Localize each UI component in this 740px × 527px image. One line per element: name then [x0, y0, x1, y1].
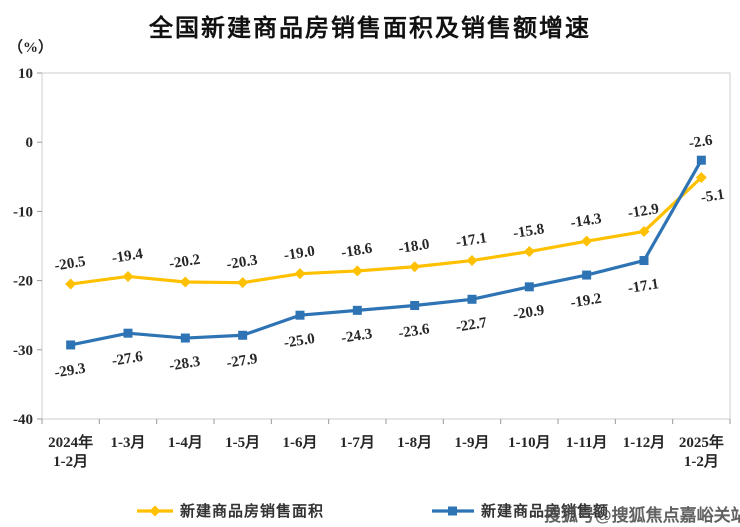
data-label: -17.1 [455, 230, 488, 251]
data-label: -19.2 [569, 291, 602, 312]
data-point-marker [351, 265, 363, 277]
y-tick-label: 10 [18, 66, 33, 82]
data-point-marker [409, 261, 421, 273]
data-label: -19.0 [283, 243, 316, 264]
watermark: 搜狐号@搜狐焦点嘉峪关站 [544, 506, 740, 525]
data-point-marker [66, 340, 76, 350]
data-label: -14.3 [569, 211, 602, 232]
x-axis [41, 419, 731, 424]
data-point-marker [352, 305, 362, 315]
data-point-marker [524, 282, 534, 292]
data-label: -27.9 [225, 351, 258, 372]
data-point-marker [238, 330, 248, 340]
data-label: -24.3 [340, 326, 373, 347]
legend-item-sales-area: 新建商品房销售面积 [136, 500, 324, 521]
data-label: -27.6 [111, 349, 145, 370]
y-axis: 10 0 -10 -20 -30 -40 [13, 66, 42, 428]
y-tick-label: -20 [13, 274, 33, 290]
legend-item-sales-amount: 新建商品房销售额 [431, 500, 609, 521]
data-label: -20.3 [225, 252, 258, 273]
y-axis-unit-label: （%） [8, 40, 54, 56]
data-label: -20.2 [168, 252, 201, 273]
category-label: 1-10月 [508, 434, 551, 451]
data-point-marker [180, 333, 190, 343]
legend-label-sales-amount: 新建商品房销售额 [481, 504, 610, 520]
data-point-marker [295, 310, 305, 320]
series-data-labels: -29.3 -27.6 -28.3 -27.9 -25.0 -24.3 -23.6 -22.7… [53, 132, 714, 381]
data-label: -2.6 [688, 132, 714, 152]
data-point-marker [581, 235, 593, 247]
data-label: -12.9 [627, 201, 660, 222]
data-label: -29.3 [53, 361, 86, 382]
data-point-marker [696, 155, 706, 165]
data-point-marker [466, 255, 478, 267]
data-label: -15.8 [512, 221, 545, 242]
data-point-marker [467, 294, 477, 304]
category-label: 1-6月 [283, 434, 318, 451]
legend: 新建商品房销售面积 新建商品房销售额 [0, 500, 740, 524]
data-point-marker [294, 268, 306, 280]
series-line [70, 176, 703, 286]
data-point-marker [410, 301, 420, 311]
category-label: 1-4月 [168, 434, 203, 451]
data-point-marker [523, 246, 535, 258]
y-tick-label: -40 [13, 412, 33, 428]
data-label: -18.6 [340, 241, 374, 262]
data-point-marker [122, 270, 134, 282]
y-tick-label: -10 [13, 204, 33, 220]
data-label: -20.9 [512, 303, 545, 324]
series-line [70, 159, 703, 347]
category-label: 2025年 1-2月 [679, 433, 724, 470]
category-label: 1-3月 [111, 434, 146, 451]
chart-title: 全国新建商品房销售面积及销售额增速 [149, 15, 591, 42]
data-label: -28.3 [168, 354, 201, 375]
data-label: -22.7 [455, 315, 489, 336]
category-label: 1-5月 [225, 434, 260, 451]
data-label: -19.4 [111, 246, 145, 267]
legend-line-diamond-icon [137, 505, 173, 516]
data-point-marker [123, 328, 133, 338]
data-point-marker [639, 256, 649, 266]
legend-label-sales-area: 新建商品房销售面积 [180, 504, 325, 520]
category-label: 1-9月 [455, 434, 490, 451]
category-label: 1-7月 [340, 434, 375, 451]
data-point-marker [695, 171, 707, 183]
y-tick-label: -30 [13, 343, 33, 359]
plot-border [41, 72, 731, 420]
data-point-marker [179, 276, 191, 288]
series-markers [66, 155, 706, 350]
series-data-labels: -20.5 -19.4 -20.2 -20.3 -19.0 -18.6 -18.0 -17.1… [53, 187, 725, 275]
category-label: 1-11月 [566, 434, 608, 451]
series-markers [65, 171, 707, 290]
y-tick-label: 0 [26, 135, 34, 151]
data-label: -17.1 [627, 276, 660, 297]
data-point-marker [582, 270, 592, 280]
data-label: -18.0 [397, 236, 430, 257]
data-point-marker [65, 278, 77, 290]
data-label: -20.5 [53, 254, 86, 275]
data-label: -5.1 [700, 187, 726, 207]
data-point-marker [638, 225, 650, 237]
data-label: -25.0 [283, 331, 316, 352]
category-label: 1-12月 [623, 434, 666, 451]
data-label: -23.6 [397, 321, 431, 342]
category-labels: 2024年 1-2月 1-3月 1-4月 1-5月 1-6月 1-7月 1-8月 1-9月 1-1… [48, 433, 724, 470]
category-label: 1-8月 [397, 434, 432, 451]
data-point-marker [237, 277, 249, 289]
legend-line-square-icon [432, 506, 474, 515]
category-label: 2024年 1-2月 [48, 433, 93, 470]
